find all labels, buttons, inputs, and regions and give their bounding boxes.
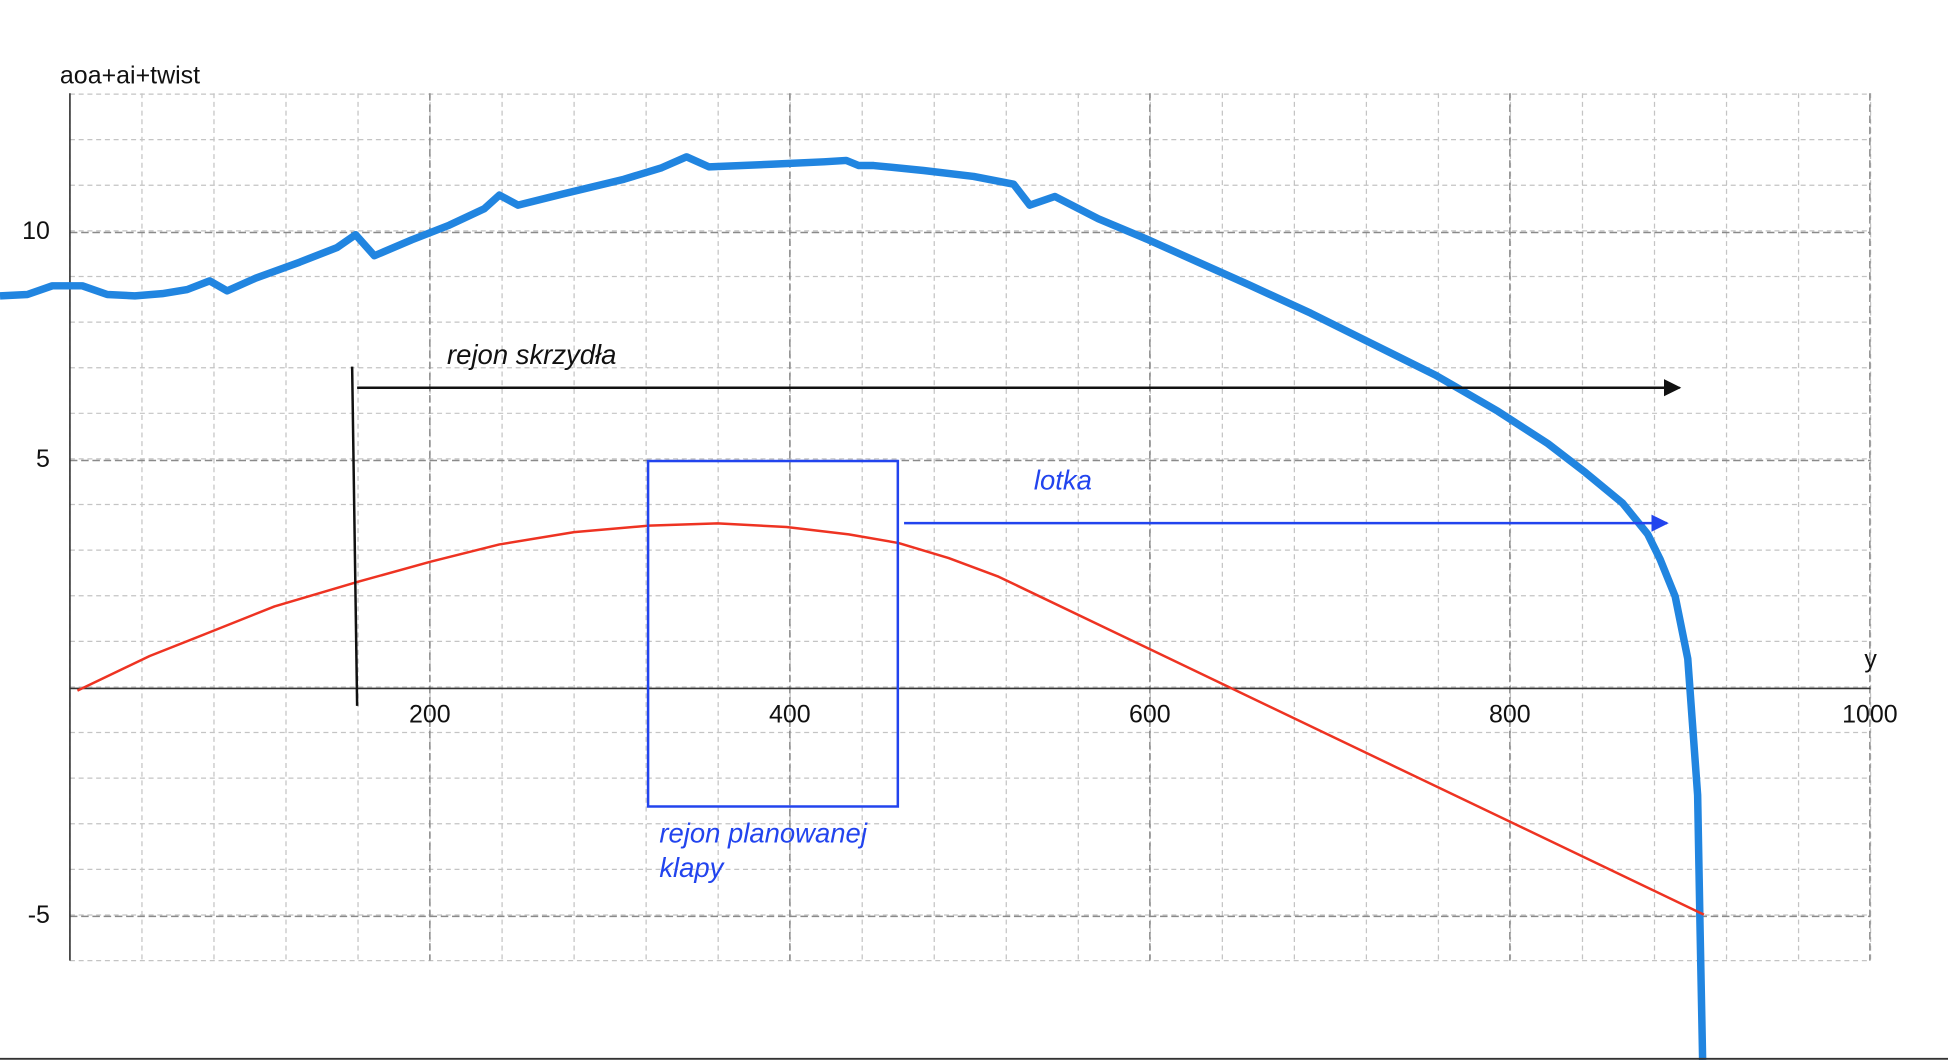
series-line bbox=[0, 153, 1707, 1060]
x-tick-label: 1000 bbox=[1842, 700, 1898, 728]
x-tick-label: 400 bbox=[769, 700, 811, 728]
annotation: klapy bbox=[659, 852, 725, 883]
flap-region bbox=[646, 459, 900, 808]
minor-grid bbox=[69, 93, 1872, 962]
major-grid bbox=[69, 93, 1871, 961]
y-tick-label: 5 bbox=[36, 445, 50, 473]
y-tick-label: -5 bbox=[28, 901, 50, 929]
x-tick-label: 800 bbox=[1489, 700, 1531, 728]
x-axis-label: y bbox=[1864, 646, 1877, 674]
annotation: rejon skrzydła bbox=[447, 339, 616, 370]
y-axis-label: aoa+ai+twist bbox=[60, 62, 200, 90]
x-tick-label: 200 bbox=[409, 700, 451, 728]
annotation: rejon planowanej bbox=[659, 817, 868, 848]
y-tick-label: 10 bbox=[22, 217, 50, 245]
wing-start-line bbox=[350, 366, 359, 706]
annotation: lotka bbox=[1034, 464, 1092, 495]
series-line bbox=[76, 522, 1705, 916]
x-tick-label: 600 bbox=[1129, 700, 1171, 728]
